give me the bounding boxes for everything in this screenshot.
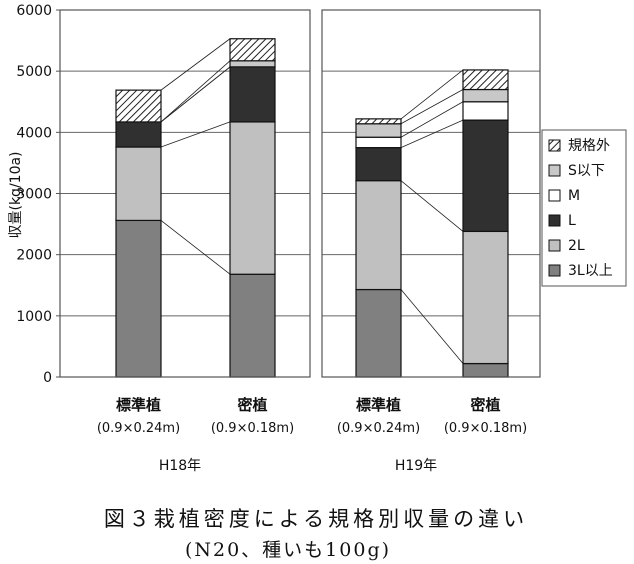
panel-frame — [321, 9, 541, 378]
bar-segment-規格外 — [115, 89, 162, 123]
bar-segment-2L — [229, 121, 276, 275]
bar-segment-L — [355, 147, 402, 182]
legend-label: L — [568, 213, 576, 229]
x-category-label: 標準植 — [116, 396, 161, 414]
bar-segment-3L以上 — [229, 273, 276, 378]
connector-line — [400, 180, 464, 232]
bar-segment-M — [355, 136, 402, 149]
bar-segment-規格外 — [462, 69, 509, 91]
bar-segment-L — [462, 119, 509, 233]
bar-segment-規格外 — [355, 118, 402, 125]
caption-line-1: 図３栽植密度による規格別収量の違い — [104, 507, 528, 531]
x-category-sublabel: (0.9×0.18m) — [444, 421, 527, 436]
y-tick-label: 5000 — [16, 64, 52, 80]
y-tick-label: 0 — [43, 370, 52, 386]
x-axis-labels: 標準植 (0.9×0.24m) 密植 (0.9×0.18m) H18年 標準植 (0.9×0… — [97, 396, 527, 474]
y-tick-label: 1000 — [16, 309, 52, 325]
x-category-label: 標準植 — [356, 396, 401, 414]
legend-box — [541, 129, 627, 287]
connector-line — [400, 289, 464, 364]
legend-label: 規格外 — [568, 138, 610, 154]
y-tick-label: 4000 — [16, 125, 52, 141]
group-label: H19年 — [395, 458, 437, 474]
legend-swatch — [548, 214, 561, 227]
bar-segment-規格外 — [229, 38, 276, 62]
bar-segment-2L — [462, 230, 509, 365]
y-axis: 0 1000 2000 3000 4000 5000 6000 — [16, 3, 60, 386]
bar-segment-M — [462, 101, 509, 121]
legend-swatch — [548, 239, 561, 252]
segment-connectors — [160, 38, 464, 364]
legend-label: 3L以上 — [568, 263, 613, 279]
connector-line — [160, 60, 231, 123]
connector-line — [160, 220, 231, 275]
connector-line — [160, 38, 231, 91]
x-category-sublabel: (0.9×0.18m) — [211, 421, 294, 436]
bar-segment-2L — [355, 180, 402, 291]
connector-line — [400, 101, 464, 138]
x-category-label: 密植 — [237, 396, 267, 414]
bar-segment-3L以上 — [115, 219, 162, 378]
connector-line — [400, 119, 464, 148]
bar-segment-S以下 — [355, 123, 402, 138]
group-label: H18年 — [159, 458, 201, 474]
bars — [115, 38, 509, 378]
bar-segment-L — [229, 66, 276, 123]
x-category-label: 密植 — [470, 396, 500, 414]
bar-segment-S以下 — [229, 60, 276, 68]
connector-line — [160, 121, 231, 148]
legend-label: S以下 — [568, 163, 605, 179]
connector-line — [160, 66, 231, 123]
legend-label: M — [568, 188, 580, 204]
x-category-sublabel: (0.9×0.24m) — [337, 421, 420, 436]
legend-swatch — [548, 264, 561, 277]
bar-segment-L — [115, 121, 162, 148]
y-tick-label: 3000 — [16, 187, 52, 203]
legend-swatch — [548, 189, 561, 202]
y-axis-label: 収量(kg/10a) — [8, 151, 24, 238]
caption-line-2: (N20、種いも100g) — [185, 539, 391, 561]
connector-line — [400, 69, 464, 120]
bar-segment-2L — [115, 146, 162, 222]
y-tick-label: 6000 — [16, 3, 52, 19]
bar-segment-3L以上 — [355, 288, 402, 378]
legend-label: 2L — [568, 238, 585, 254]
x-category-sublabel: (0.9×0.24m) — [97, 421, 180, 436]
connector-line — [400, 89, 464, 125]
legend-swatch — [548, 164, 561, 177]
legend: 規格外 S以下 ML 2L 3L以上 — [541, 129, 627, 287]
bar-segment-3L以上 — [462, 362, 509, 378]
legend-swatch — [548, 139, 561, 152]
y-tick-label: 2000 — [16, 248, 52, 264]
bar-segment-S以下 — [462, 88, 509, 103]
